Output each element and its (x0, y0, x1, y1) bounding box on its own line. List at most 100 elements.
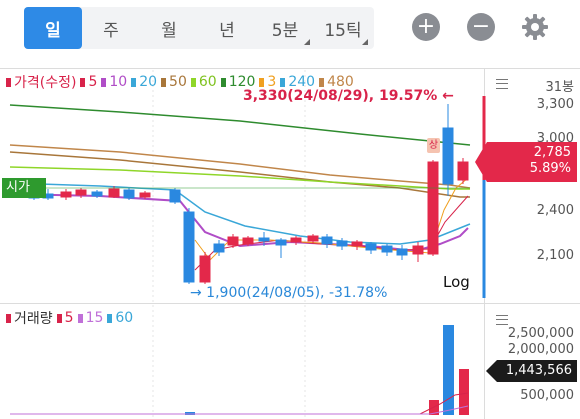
legend-swatch (190, 77, 196, 87)
current-price: 2,785 (533, 145, 571, 160)
legend-swatch (101, 77, 107, 87)
candle (381, 244, 393, 256)
low-annotation: → 1,900(24/08/05), -31.78% (190, 285, 388, 301)
limit-up-badge: 상 (427, 138, 440, 153)
ma-5-line (194, 195, 469, 271)
legend-swatch (259, 77, 265, 87)
price-pane-menu-icon[interactable] (496, 79, 508, 89)
period-tabs: 일 주 월 년 5분 15틱 (24, 7, 374, 49)
chart-toolbar: 일 주 월 년 5분 15틱 + − (0, 0, 580, 58)
legend-item-ma120[interactable]: 120 (220, 74, 256, 90)
tab-month-label: 월 (161, 20, 177, 41)
candle (336, 238, 348, 250)
legend-label: 3 (267, 74, 277, 90)
dropdown-corner-icon (362, 39, 368, 45)
price-axis-label: 2,100 (536, 248, 574, 263)
candle (199, 252, 211, 284)
zoom-in-button[interactable]: + (412, 13, 440, 41)
current-price-tag: 2,785 5.89% (475, 142, 577, 182)
legend-item-price[interactable]: 가격(수정) (6, 72, 76, 92)
ma-60-line (9, 166, 470, 190)
candle (321, 234, 333, 248)
legend-swatch (56, 313, 62, 323)
legend-label: 120 (228, 74, 256, 90)
legend-item-vol-ma5[interactable]: 5 (56, 310, 74, 326)
tab-15tick-label: 15틱 (324, 20, 362, 41)
legend-item-volume[interactable]: 거래량 (6, 308, 53, 328)
legend-item-ma10[interactable]: 10 (101, 74, 127, 90)
candle (213, 240, 225, 256)
legend-swatch (107, 313, 113, 323)
legend-label: 50 (169, 74, 187, 90)
volume-ma-15-line (10, 405, 469, 415)
legend-item-ma20[interactable]: 20 (131, 74, 157, 90)
legend-label: 60 (115, 310, 134, 326)
legend-label: 480 (327, 74, 354, 90)
candle (258, 232, 270, 246)
tab-year[interactable]: 년 (198, 7, 256, 49)
candle (457, 158, 469, 184)
candle (139, 191, 151, 199)
legend-label: 10 (109, 74, 128, 90)
candle (75, 188, 87, 198)
legend-swatch (319, 77, 325, 87)
candle (442, 104, 454, 196)
candle (307, 234, 319, 244)
legend-item-ma5[interactable]: 5 (80, 74, 97, 90)
tab-day[interactable]: 일 (24, 7, 82, 49)
candle (275, 238, 287, 258)
legend-item-ma480[interactable]: 480 (319, 74, 354, 90)
legend-item-ma60[interactable]: 60 (190, 74, 217, 90)
volume-bar (443, 325, 454, 415)
tab-month[interactable]: 월 (140, 7, 198, 49)
legend-swatch (6, 77, 11, 87)
legend-label: 240 (288, 74, 316, 90)
tab-week[interactable]: 주 (82, 7, 140, 49)
volume-bar (459, 369, 469, 415)
volume-axis-label: 2,000,000 (507, 342, 574, 357)
tab-week-label: 주 (103, 20, 119, 41)
price-axis-label: 2,400 (536, 203, 574, 218)
price-axis-label: 3,300 (536, 97, 574, 112)
current-volume: 1,443,566 (505, 363, 572, 378)
gear-icon[interactable] (521, 13, 549, 41)
candle (169, 188, 181, 204)
volume-axis-label: 2,500,000 (507, 326, 574, 341)
legend-swatch (6, 313, 11, 323)
legend-swatch (131, 77, 137, 87)
volume-pane-menu-icon[interactable] (496, 315, 508, 325)
legend-label: 5 (64, 310, 74, 326)
legend-item-ma240[interactable]: 240 (280, 74, 315, 90)
candle (123, 188, 135, 200)
dropdown-corner-icon (304, 39, 310, 45)
candle (412, 242, 424, 262)
open-price-label: 시가 (2, 178, 46, 198)
legend-label: 가격(수정) (14, 75, 77, 91)
pane-separator (0, 303, 580, 304)
legend-item-ma50[interactable]: 50 (161, 74, 187, 90)
current-volume-tag: 1,443,566 (486, 360, 577, 382)
candle (60, 189, 72, 200)
legend-item-vol-ma15[interactable]: 15 (77, 310, 103, 326)
legend-item-vol-ma60[interactable]: 60 (107, 310, 133, 326)
candle (183, 208, 195, 284)
volume-legend: 거래량 5 15 60 (6, 308, 133, 328)
legend-swatch (161, 77, 167, 87)
candle (427, 160, 439, 256)
zoom-out-button[interactable]: − (467, 13, 495, 41)
legend-swatch (280, 77, 286, 87)
legend-item-ma3[interactable]: 3 (259, 74, 276, 90)
tab-15tick[interactable]: 15틱 (314, 7, 372, 49)
tab-year-label: 년 (219, 20, 235, 41)
log-scale-toggle[interactable]: Log (443, 273, 470, 291)
pane-top-border (0, 68, 580, 69)
candle (242, 236, 254, 246)
legend-label: 20 (139, 74, 158, 90)
current-change: 5.89% (529, 161, 571, 176)
bar-count-label: 31봉 (545, 80, 574, 95)
legend-swatch (77, 313, 83, 323)
tab-5min[interactable]: 5분 (256, 7, 314, 49)
ma-10-line (9, 193, 469, 253)
volume-bars (185, 325, 469, 415)
